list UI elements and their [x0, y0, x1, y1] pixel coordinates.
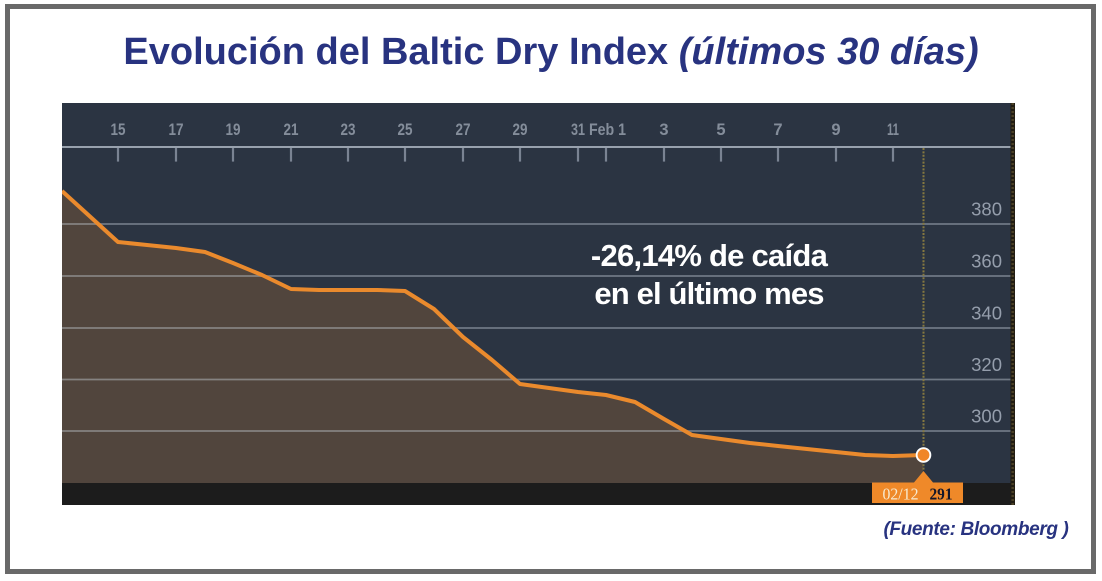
svg-text:17: 17 — [169, 121, 184, 139]
svg-text:340: 340 — [971, 303, 1002, 324]
svg-text:300: 300 — [971, 406, 1002, 427]
svg-text:320: 320 — [971, 354, 1002, 375]
svg-text:11: 11 — [887, 121, 899, 139]
svg-text:9: 9 — [831, 121, 840, 139]
svg-text:15: 15 — [111, 121, 126, 139]
svg-text:23: 23 — [341, 121, 356, 139]
svg-text:02/12: 02/12 — [883, 485, 919, 504]
svg-text:3: 3 — [659, 121, 668, 139]
svg-text:27: 27 — [456, 121, 471, 139]
svg-text:380: 380 — [971, 199, 1002, 220]
svg-text:31: 31 — [571, 121, 585, 139]
svg-text:-26,14% de caída: -26,14% de caída — [591, 238, 829, 273]
svg-text:en el último mes: en el último mes — [594, 276, 823, 311]
svg-text:Feb 1: Feb 1 — [589, 121, 626, 139]
svg-text:360: 360 — [971, 251, 1002, 272]
svg-text:5: 5 — [716, 121, 725, 139]
svg-text:291: 291 — [930, 485, 953, 504]
svg-text:7: 7 — [773, 121, 782, 139]
svg-text:19: 19 — [226, 121, 241, 139]
svg-text:29: 29 — [513, 121, 528, 139]
svg-text:21: 21 — [284, 121, 299, 139]
svg-text:25: 25 — [398, 121, 413, 139]
